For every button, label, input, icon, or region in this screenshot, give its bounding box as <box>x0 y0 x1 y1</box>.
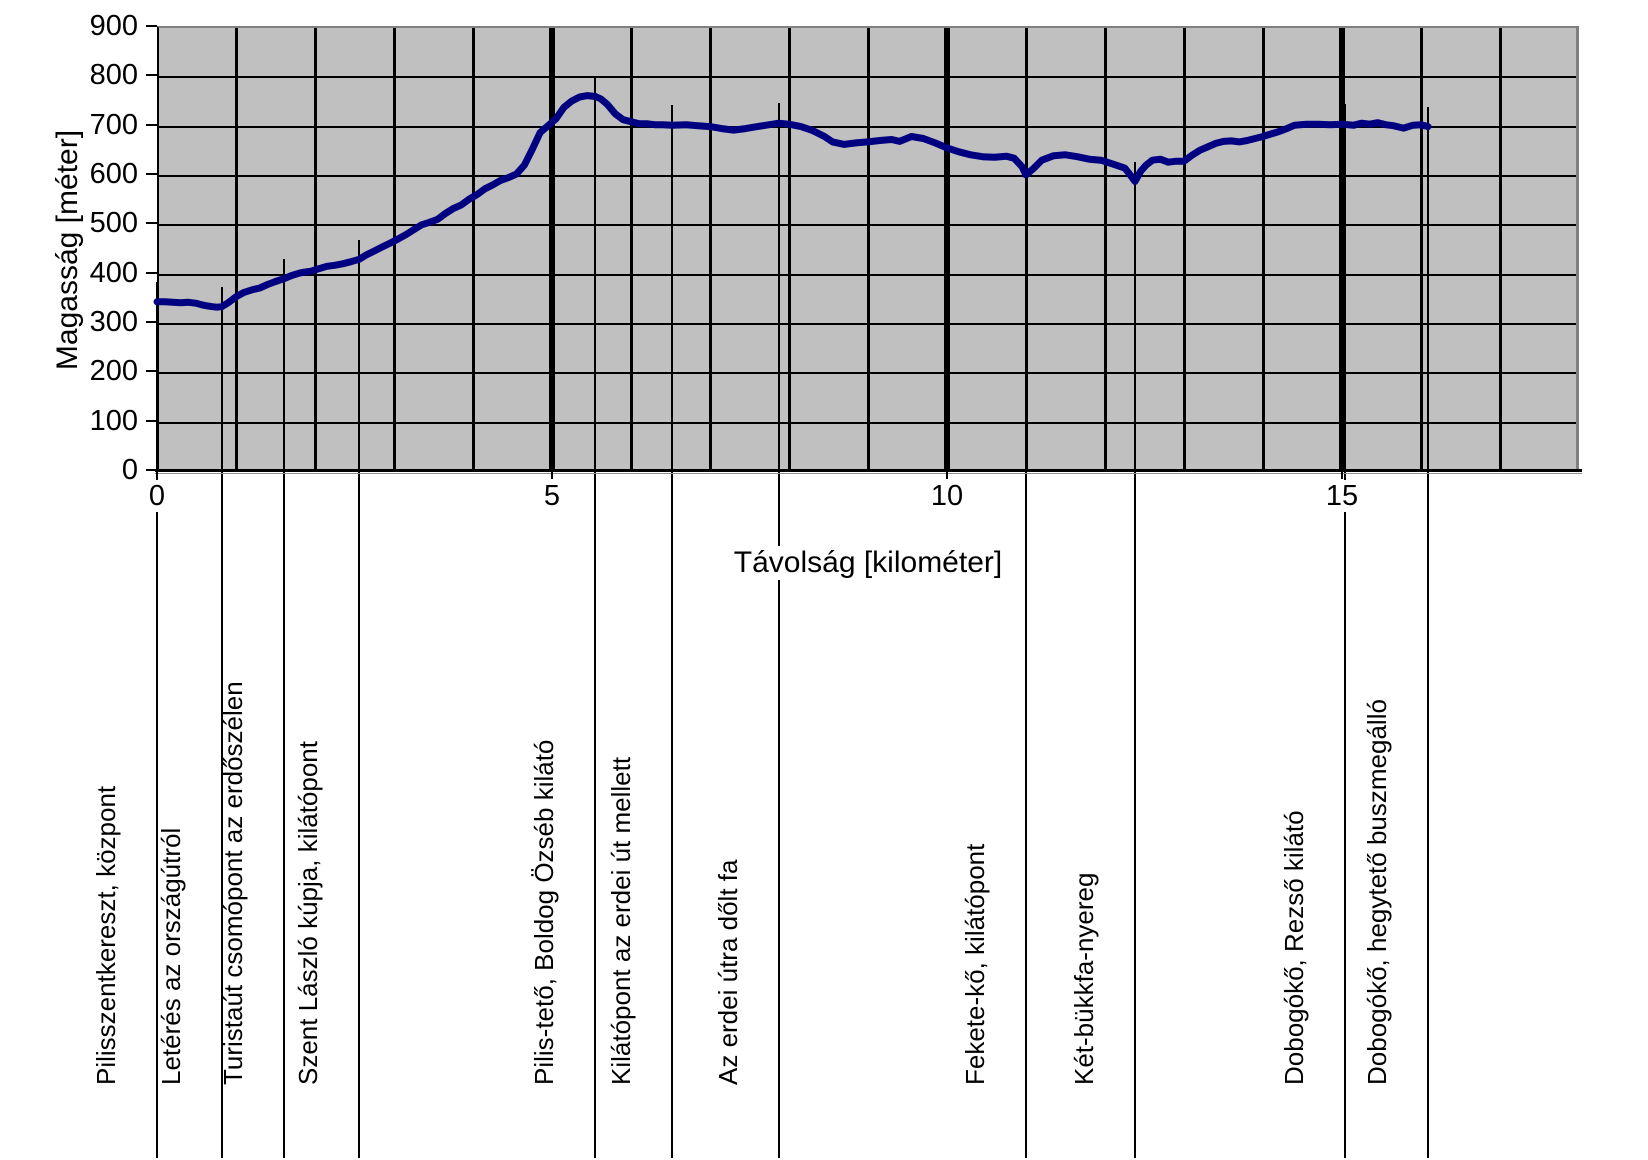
waypoint-label: Dobogókő, Rezső kilátó <box>1279 810 1310 1085</box>
waypoint-line <box>220 286 223 1158</box>
waypoint-line <box>156 282 158 1158</box>
x-axis-tick <box>156 470 158 479</box>
waypoint-label: Letérés az országútról <box>155 827 186 1085</box>
y-tick-label: 600 <box>89 158 138 190</box>
waypoint-label: Kilátópont az erdei út mellett <box>606 756 637 1085</box>
y-axis-tick <box>146 173 157 175</box>
x-tick-label: 5 <box>537 480 567 512</box>
x-axis-line-shadow <box>155 473 1582 474</box>
y-axis-tick <box>146 271 157 274</box>
x-gridline <box>1419 28 1423 470</box>
y-tick-label: 300 <box>89 306 138 338</box>
x-gridline <box>866 28 870 470</box>
waypoint-line <box>1344 104 1347 1158</box>
waypoint-label: Turistaút csomópont az erdőszélen <box>218 681 249 1085</box>
x-tick-label: 0 <box>142 480 172 512</box>
waypoint-label: Dobogókő, hegytető buszmegálló <box>1362 699 1393 1085</box>
y-axis-title: Magasság [méter] <box>51 129 84 371</box>
x-axis-tick <box>1341 470 1343 479</box>
x-tick-label: 15 <box>1319 480 1365 512</box>
waypoint-label: Két-bükkfa-nyereg <box>1069 872 1100 1085</box>
y-axis-tick <box>146 419 157 422</box>
waypoint-line <box>594 76 597 1158</box>
x-gridline <box>1498 28 1502 470</box>
x-gridline <box>313 28 317 470</box>
waypoint-label: Szent László kúpja, kilátópont <box>293 741 324 1085</box>
waypoint-label: Fekete-kő, kilátópont <box>960 843 990 1085</box>
y-axis-tick <box>146 123 157 126</box>
x-gridline <box>1103 28 1107 470</box>
x-gridline-major <box>549 28 555 470</box>
x-axis-tick <box>946 470 948 479</box>
x-gridline <box>234 28 238 470</box>
waypoint-line <box>1427 106 1430 1158</box>
y-tick-label: 500 <box>89 207 138 240</box>
y-tick-label: 200 <box>89 355 138 388</box>
waypoint-line <box>671 105 674 1158</box>
y-tick-label: 100 <box>89 404 138 437</box>
y-tick-label: 0 <box>121 454 138 486</box>
x-gridline <box>708 28 712 470</box>
y-axis-tick <box>146 370 157 373</box>
x-axis-line <box>155 469 1582 472</box>
y-tick-label: 900 <box>89 10 138 42</box>
x-axis-title: Távolság [kilométer] <box>721 546 1015 580</box>
y-axis-tick <box>146 222 157 225</box>
x-gridline <box>392 28 396 470</box>
waypoint-line <box>358 239 361 1158</box>
waypoint-line <box>1134 161 1137 1158</box>
x-gridline-major <box>944 28 950 470</box>
waypoint-line <box>1025 155 1027 1158</box>
y-tick-label: 700 <box>89 108 138 141</box>
x-gridline <box>1261 28 1265 470</box>
y-tick-label: 800 <box>89 59 138 92</box>
waypoint-line <box>777 103 780 1158</box>
y-tick-label: 400 <box>89 256 138 289</box>
x-tick-label: 10 <box>924 480 970 512</box>
y-axis-tick <box>146 25 157 27</box>
waypoint-line <box>283 258 286 1158</box>
x-axis-tick <box>551 470 553 479</box>
y-axis-tick <box>146 321 157 323</box>
waypoint-label: Az erdei útra dőlt fa <box>712 859 743 1085</box>
x-gridline <box>1182 28 1186 470</box>
y-axis-tick <box>146 469 157 471</box>
x-gridline <box>787 28 791 470</box>
y-axis-tick <box>146 74 157 77</box>
x-gridline <box>629 28 633 470</box>
waypoint-label: Pilisszentkereszt, központ <box>91 785 121 1085</box>
x-gridline <box>471 28 475 470</box>
plot-area <box>157 26 1579 470</box>
waypoint-label: Pilis-tető, Boldog Özséb kilátó <box>529 739 560 1085</box>
